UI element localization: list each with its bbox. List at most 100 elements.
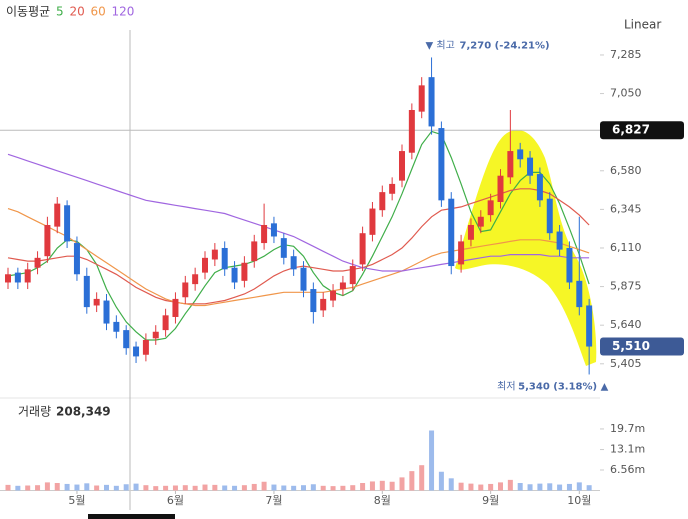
y-tick-label: 7,285 bbox=[610, 48, 642, 61]
y-tick-label: 5,640 bbox=[610, 318, 642, 331]
candle-body bbox=[231, 267, 238, 283]
candle-body bbox=[14, 272, 21, 283]
candle-body bbox=[270, 223, 277, 237]
y-tick-label: 5,875 bbox=[610, 280, 642, 293]
volume-bar bbox=[291, 485, 297, 491]
volume-bar bbox=[172, 485, 178, 491]
candle-body bbox=[202, 257, 208, 273]
volume-bar bbox=[586, 485, 592, 491]
volume-bar bbox=[468, 483, 474, 491]
candle-body bbox=[103, 300, 110, 324]
candle-body bbox=[192, 274, 199, 285]
volume-bar bbox=[153, 486, 159, 491]
legend-item: 60 bbox=[91, 5, 106, 19]
scale-toggle[interactable]: Linear bbox=[624, 18, 661, 32]
candle-body bbox=[399, 151, 405, 181]
volume-bar bbox=[399, 477, 405, 491]
volume-bar bbox=[35, 485, 41, 491]
candle-body bbox=[83, 275, 90, 308]
volume-current: 208,349 bbox=[56, 405, 111, 419]
y-tick-label: 7,050 bbox=[610, 87, 642, 100]
candle-body bbox=[152, 331, 159, 339]
volume-bar bbox=[527, 484, 533, 491]
candle-body bbox=[162, 315, 169, 331]
volume-bar bbox=[241, 485, 247, 491]
moving-average-line bbox=[7, 188, 590, 305]
candle-body bbox=[280, 238, 287, 258]
volume-bar bbox=[379, 480, 385, 491]
volume-bar bbox=[232, 485, 238, 491]
legend-item: 20 bbox=[70, 5, 85, 19]
candle-body bbox=[369, 208, 376, 235]
candle-body bbox=[241, 262, 248, 281]
volume-bar bbox=[360, 483, 366, 491]
y-tick-label: 5,405 bbox=[610, 357, 642, 370]
volume-bar bbox=[281, 485, 287, 491]
candle-body bbox=[34, 257, 41, 268]
volume-bar bbox=[74, 484, 80, 491]
v-tick-label: 6.56m bbox=[610, 463, 645, 476]
volume-bar bbox=[54, 483, 60, 491]
y-tick-label: 6,110 bbox=[610, 241, 642, 254]
candle-body bbox=[408, 109, 415, 153]
candle-body bbox=[418, 85, 425, 112]
volume-bar bbox=[251, 483, 257, 491]
volume-bar bbox=[133, 483, 139, 491]
volume-bar bbox=[163, 485, 169, 491]
candle-body bbox=[379, 192, 386, 211]
scrollbar[interactable] bbox=[88, 514, 175, 519]
volume-bar bbox=[222, 485, 228, 491]
volume-bar bbox=[271, 484, 277, 491]
volume-bar bbox=[310, 484, 316, 491]
volume-bar bbox=[25, 485, 31, 491]
volume-bar bbox=[458, 482, 464, 491]
candle-body bbox=[24, 269, 31, 283]
candle-body bbox=[467, 224, 474, 240]
volume-bar bbox=[438, 471, 444, 491]
candle-body bbox=[359, 233, 366, 265]
x-tick-label: 6월 bbox=[167, 494, 184, 507]
candle-body bbox=[477, 216, 484, 227]
volume-bar bbox=[94, 485, 100, 491]
v-tick-label: 19.7m bbox=[610, 422, 645, 435]
volume-bar bbox=[202, 484, 208, 491]
candle-body bbox=[576, 280, 583, 308]
volume-bar bbox=[488, 483, 494, 491]
candle-body bbox=[211, 249, 218, 260]
x-tick-label: 5월 bbox=[68, 494, 85, 507]
volume-bar bbox=[330, 486, 336, 491]
candle-body bbox=[54, 203, 61, 227]
legend-item: 120 bbox=[112, 5, 135, 19]
v-tick-label: 13.1m bbox=[610, 443, 645, 456]
y-tick-label: 6,580 bbox=[610, 164, 642, 177]
candle-body bbox=[261, 224, 268, 244]
candle-body bbox=[5, 274, 11, 283]
volume-bar bbox=[123, 484, 129, 491]
candle-body bbox=[142, 339, 149, 355]
legend-item: 5 bbox=[56, 5, 64, 19]
volume-bar bbox=[537, 483, 543, 491]
low-annotation: 5,340 (3.18%) ▲ bbox=[518, 381, 608, 392]
volume-bar bbox=[478, 484, 484, 491]
volume-bar bbox=[369, 481, 375, 491]
moving-average-line bbox=[7, 153, 590, 272]
y-tick-label: 6,345 bbox=[610, 202, 642, 215]
volume-bar bbox=[419, 465, 425, 491]
candle-body bbox=[290, 256, 297, 270]
candle-body bbox=[438, 128, 445, 201]
volume-bar bbox=[143, 485, 149, 491]
candle-body bbox=[487, 200, 494, 216]
candle-body bbox=[182, 282, 189, 298]
moving-average-line bbox=[7, 208, 590, 307]
candle-body bbox=[251, 241, 258, 262]
candle-body bbox=[310, 289, 317, 313]
last-price-box bbox=[600, 337, 684, 356]
candle-body bbox=[566, 247, 573, 283]
moving-average-line bbox=[7, 130, 590, 341]
volume-bar bbox=[301, 485, 306, 491]
volume-bar bbox=[113, 485, 119, 491]
volume-bar bbox=[44, 482, 50, 491]
last-price-label: 5,510 bbox=[612, 339, 650, 353]
candle-body bbox=[389, 183, 396, 194]
candle-body bbox=[536, 174, 543, 201]
